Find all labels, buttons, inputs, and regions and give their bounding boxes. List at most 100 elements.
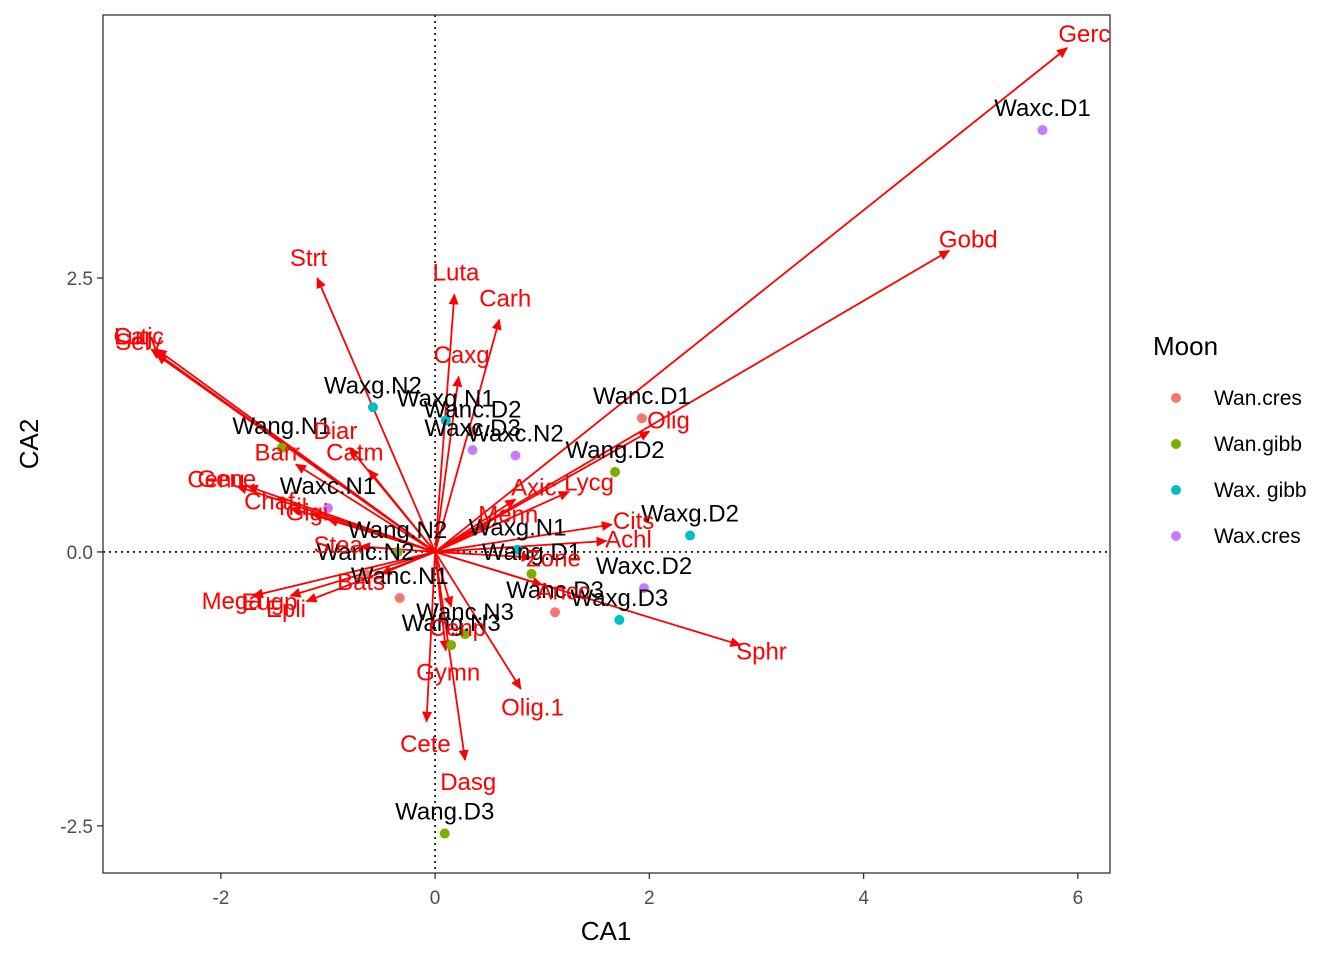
site-label: Wanc.N3 <box>416 599 514 626</box>
species-label: Diar <box>313 418 357 445</box>
species-label: Tril <box>275 494 307 521</box>
species-arrow <box>434 521 613 553</box>
site-point <box>636 413 647 424</box>
panel-border <box>102 14 1111 874</box>
site-point <box>614 614 625 625</box>
species-arrow <box>434 551 454 608</box>
species-label: Gene <box>198 466 257 493</box>
species-arrow <box>294 463 436 553</box>
species-label: Sphr <box>736 638 787 665</box>
site-points <box>276 125 1048 839</box>
site-point <box>526 568 537 579</box>
species-arrow <box>434 318 502 553</box>
site-point <box>685 530 696 541</box>
site-point <box>510 450 521 461</box>
x-axis-title: CA1 <box>581 916 632 946</box>
x-tick-label: 6 <box>1073 888 1084 909</box>
species-label: Menn <box>478 502 538 529</box>
legend-key <box>1171 393 1181 403</box>
site-point <box>276 442 287 453</box>
species-label: Olig <box>647 408 690 435</box>
species-arrow <box>434 551 522 690</box>
site-point <box>392 546 403 557</box>
species-label: Cenp <box>429 615 486 642</box>
site-label: Wanc.D3 <box>506 577 604 604</box>
species-label: Bats <box>337 569 385 596</box>
species-arrow <box>327 517 436 553</box>
species-label: Ancc <box>537 578 590 605</box>
species-label: Cits <box>613 508 654 535</box>
species-label: Barr <box>255 440 300 467</box>
species-label: Lycg <box>564 470 614 497</box>
species-arrow <box>434 490 570 553</box>
site-point <box>1037 125 1048 136</box>
species-label: Catm <box>326 440 383 467</box>
site-label: Wanc.D1 <box>593 383 691 410</box>
site-label: Waxc.N1 <box>280 473 376 500</box>
species-label: Caxg <box>434 342 490 369</box>
site-label: Waxg.D3 <box>570 585 668 612</box>
x-axis: -2 0 2 4 6 <box>212 873 1083 909</box>
species-label: Stea <box>313 532 363 559</box>
y-tick-label: -2.5 <box>60 817 93 838</box>
legend-key <box>1171 531 1181 541</box>
species-arrow <box>434 551 742 647</box>
site-point <box>439 828 450 839</box>
site-point <box>446 640 457 651</box>
site-point <box>460 629 471 640</box>
legend-label: Wan.cres <box>1214 387 1302 410</box>
site-label: Wang.D2 <box>565 437 664 464</box>
site-label: Wang.D3 <box>395 799 494 826</box>
legend-label: Wan.gibb <box>1214 433 1302 456</box>
site-point <box>322 503 333 514</box>
site-label: Waxc.D1 <box>994 95 1090 122</box>
species-label: Eugp <box>241 589 297 616</box>
species-arrow <box>252 551 436 599</box>
species-arrow <box>434 375 463 553</box>
y-axis: -2.5 0.0 2.5 <box>60 269 103 838</box>
site-label: Waxg.N2 <box>324 372 422 399</box>
legend-label: Wax. gibb <box>1214 479 1307 502</box>
site-point <box>512 544 523 555</box>
site-point <box>550 607 561 618</box>
species-label: Gigi <box>286 500 329 527</box>
y-tick-label: 0.0 <box>67 543 93 564</box>
site-label: Wang.D1 <box>482 539 581 566</box>
species-arrow <box>434 551 469 762</box>
species-label: Cenu <box>187 466 244 493</box>
site-point <box>610 466 621 477</box>
species-label: Zone <box>526 546 581 573</box>
site-label: Wang.N1 <box>232 413 331 440</box>
site-labels: Waxc.D1 Wanc.D1 Wanc.D2 Wang.D2 Waxg.D2 Waxc.… <box>232 95 1090 825</box>
species-arrow <box>155 348 436 553</box>
site-label: Waxg.D2 <box>641 500 739 527</box>
species-label: Achl <box>605 527 652 554</box>
legend-label: Wax.cres <box>1214 525 1301 548</box>
panel-background <box>103 15 1110 873</box>
species-arrow <box>434 47 1068 553</box>
species-label: Dasg <box>440 769 496 796</box>
site-label: Wang.N2 <box>348 517 447 544</box>
species-arrow <box>434 249 951 553</box>
site-label: Wanc.N1 <box>351 563 449 590</box>
species-arrow <box>380 551 436 575</box>
legend: Moon Wan.cres Wan.gibb Wax. gibb Wax.cres <box>1153 331 1307 548</box>
legend-title: Moon <box>1153 331 1218 361</box>
legend-key <box>1171 485 1181 495</box>
species-arrow <box>422 551 436 723</box>
species-arrow <box>367 468 436 553</box>
x-tick-label: 0 <box>430 888 441 909</box>
x-tick-label: 2 <box>644 888 655 909</box>
species-arrow <box>316 277 436 553</box>
site-label: Waxg.N1 <box>469 515 567 542</box>
site-label: Waxc.D3 <box>424 415 520 442</box>
legend-key <box>1171 439 1181 449</box>
species-label: Carc <box>113 323 164 350</box>
site-label: Wang.N3 <box>402 610 501 637</box>
species-label: Carh <box>479 285 531 312</box>
site-point <box>440 415 451 426</box>
site-point <box>394 592 405 603</box>
site-point <box>367 402 378 413</box>
site-label: Waxc.D2 <box>596 553 692 580</box>
